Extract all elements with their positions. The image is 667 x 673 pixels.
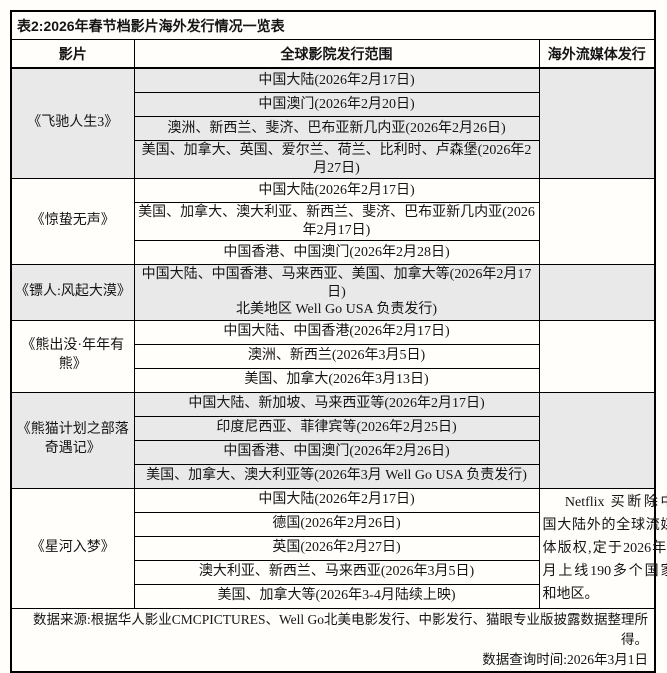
film-title-cell: 《镖人:风起大漠》 [11, 265, 134, 321]
release-cell: 中国大陆(2026年2月17日) [134, 179, 539, 203]
release-cell: 中国香港、中国澳门(2026年2月26日) [134, 440, 539, 464]
streaming-cell [539, 68, 655, 179]
release-cell: 德国(2026年2月26日) [134, 512, 539, 536]
streaming-cell [539, 320, 655, 392]
table-header-row: 影片 全球影院发行范围 海外流媒体发行 [11, 40, 655, 69]
table-row: 《镖人:风起大漠》 中国大陆、中国香港、马来西亚、美国、加拿大等(2026年2月… [11, 265, 655, 321]
streaming-cell [539, 179, 655, 265]
table-row: 《熊出没·年年有熊》 中国大陆、中国香港(2026年2月17日) [11, 320, 655, 344]
table-row: 《熊猫计划之部落奇遇记》 中国大陆、新加坡、马来西亚等(2026年2月17日) [11, 392, 655, 416]
streaming-cell [539, 265, 655, 321]
footer-cell: 数据来源:根据华人影业CMCPICTURES、Well Go北美电影发行、中影发… [11, 608, 655, 672]
film-title-cell: 《熊猫计划之部落奇遇记》 [11, 392, 134, 488]
release-cell: 印度尼西亚、菲律宾等(2026年2月25日) [134, 416, 539, 440]
column-header-global-theatrical: 全球影院发行范围 [134, 40, 539, 69]
release-cell: 澳洲、新西兰、斐济、巴布亚新几内亚(2026年2月26日) [134, 117, 539, 141]
release-cell: 中国大陆、中国香港、马来西亚、美国、加拿大等(2026年2月17日) 北美地区 … [134, 265, 539, 321]
film-title-cell: 《飞驰人生3》 [11, 68, 134, 179]
film-group-3: 《镖人:风起大漠》 中国大陆、中国香港、马来西亚、美国、加拿大等(2026年2月… [11, 265, 655, 321]
release-cell: 美国、加拿大、澳大利亚、新西兰、斐济、巴布亚新几内亚(2026年2月17日) [134, 203, 539, 241]
release-cell: 美国、加拿大、英国、爱尔兰、荷兰、比利时、卢森堡(2026年2月27日) [134, 141, 539, 179]
release-cell: 中国香港、中国澳门(2026年2月28日) [134, 241, 539, 265]
column-header-film: 影片 [11, 40, 134, 69]
release-cell: 中国大陆、新加坡、马来西亚等(2026年2月17日) [134, 392, 539, 416]
film-group-5: 《熊猫计划之部落奇遇记》 中国大陆、新加坡、马来西亚等(2026年2月17日) … [11, 392, 655, 488]
release-cell: 英国(2026年2月27日) [134, 536, 539, 560]
streaming-cell: Netflix 买断除中国大陆外的全球流媒体版权,定于2026年6月上线190多… [539, 488, 655, 608]
table-title: 表2:2026年春节档影片海外发行情况一览表 [11, 11, 655, 40]
release-cell: 美国、加拿大、澳大利亚等(2026年3月 Well Go USA 负责发行) [134, 464, 539, 488]
film-group-4: 《熊出没·年年有熊》 中国大陆、中国香港(2026年2月17日) 澳洲、新西兰(… [11, 320, 655, 392]
film-distribution-table-wrapper: 表2:2026年春节档影片海外发行情况一览表 影片 全球影院发行范围 海外流媒体… [10, 10, 656, 673]
film-distribution-table: 表2:2026年春节档影片海外发行情况一览表 影片 全球影院发行范围 海外流媒体… [10, 10, 656, 673]
footer-query-time: 数据查询时间:2026年3月1日 [14, 650, 648, 670]
film-group-6: 《星河入梦》 中国大陆(2026年2月17日) Netflix 买断除中国大陆外… [11, 488, 655, 608]
footer-source: 数据来源:根据华人影业CMCPICTURES、Well Go北美电影发行、中影发… [14, 610, 648, 650]
film-title-cell: 《熊出没·年年有熊》 [11, 320, 134, 392]
release-cell: 澳洲、新西兰(2026年3月5日) [134, 344, 539, 368]
film-title-cell: 《星河入梦》 [11, 488, 134, 608]
table-row: 《星河入梦》 中国大陆(2026年2月17日) Netflix 买断除中国大陆外… [11, 488, 655, 512]
release-cell: 中国大陆、中国香港(2026年2月17日) [134, 320, 539, 344]
release-cell: 美国、加拿大(2026年3月13日) [134, 368, 539, 392]
column-header-overseas-streaming: 海外流媒体发行 [539, 40, 655, 69]
streaming-note: Netflix 买断除中国大陆外的全球流媒体版权,定于2026年6月上线190多… [543, 491, 667, 606]
film-group-2: 《惊蛰无声》 中国大陆(2026年2月17日) 美国、加拿大、澳大利亚、新西兰、… [11, 179, 655, 265]
release-cell: 中国澳门(2026年2月20日) [134, 93, 539, 117]
release-cell: 美国、加拿大等(2026年3-4月陆续上映) [134, 584, 539, 608]
table-title-row: 表2:2026年春节档影片海外发行情况一览表 [11, 11, 655, 40]
table-row: 《惊蛰无声》 中国大陆(2026年2月17日) [11, 179, 655, 203]
film-group-1: 《飞驰人生3》 中国大陆(2026年2月17日) 中国澳门(2026年2月20日… [11, 68, 655, 179]
footer-row: 数据来源:根据华人影业CMCPICTURES、Well Go北美电影发行、中影发… [11, 608, 655, 672]
film-title-cell: 《惊蛰无声》 [11, 179, 134, 265]
table-row: 《飞驰人生3》 中国大陆(2026年2月17日) [11, 68, 655, 93]
streaming-cell [539, 392, 655, 488]
table-footer: 数据来源:根据华人影业CMCPICTURES、Well Go北美电影发行、中影发… [11, 608, 655, 672]
release-cell: 中国大陆(2026年2月17日) [134, 488, 539, 512]
release-cell: 中国大陆(2026年2月17日) [134, 68, 539, 93]
release-cell: 澳大利亚、新西兰、马来西亚(2026年3月5日) [134, 560, 539, 584]
